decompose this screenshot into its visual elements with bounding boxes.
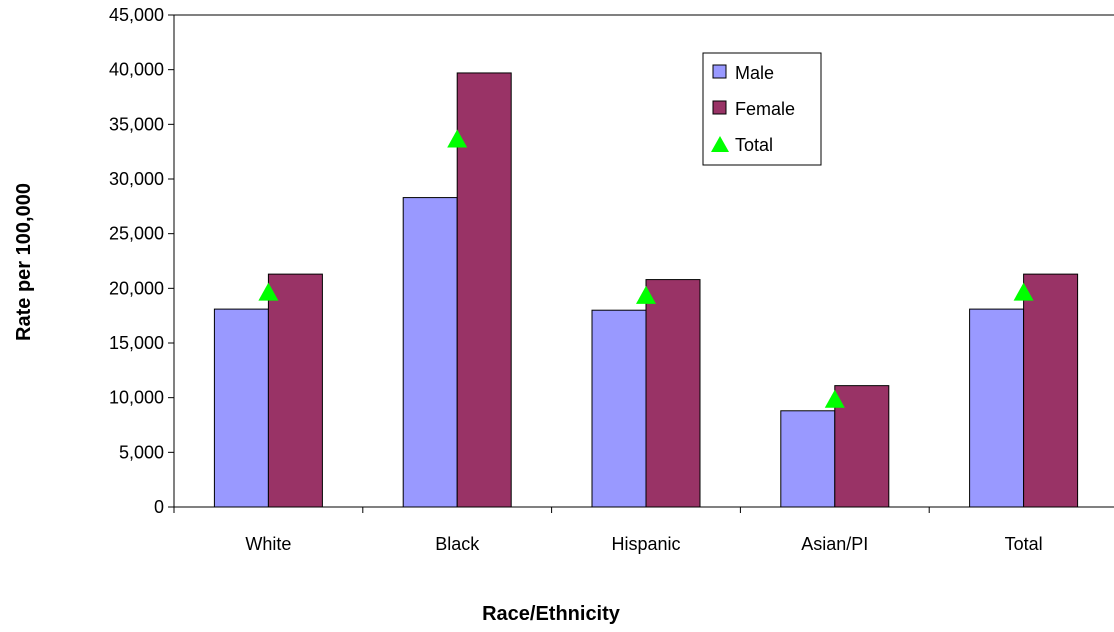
y-tick-label: 35,000 [109, 114, 164, 134]
bar-female [645, 279, 701, 508]
legend-label-female: Female [735, 99, 795, 119]
x-axis-title: Race/Ethnicity [482, 603, 621, 625]
marker-total [824, 389, 845, 408]
bar-male [402, 197, 458, 508]
x-tick-label: Hispanic [611, 534, 680, 554]
y-axis: 0 5,000 10,000 15,000 20,000 25,000 30,000 35,0… [109, 5, 175, 517]
x-tick-label: Asian/PI [801, 534, 868, 554]
bar-male [780, 410, 836, 508]
legend-swatch-total [711, 136, 729, 152]
legend-label-total: Total [735, 135, 773, 155]
x-axis: White Black Hispanic Asian/PI Total [173, 506, 1114, 554]
legend-swatch-male [712, 64, 727, 79]
x-tick-label: Total [1005, 534, 1043, 554]
bar-female [834, 385, 890, 508]
y-tick-label: 0 [154, 497, 164, 517]
y-axis-title: Rate per 100,000 [13, 183, 35, 341]
y-tick-label: 5,000 [119, 442, 164, 462]
marker-total [636, 285, 656, 304]
x-tick-label: Black [435, 534, 480, 554]
bar-male [591, 309, 647, 508]
legend: Male Female Total [702, 52, 822, 166]
legend-swatch-female [712, 100, 727, 115]
legend-label-male: Male [735, 63, 774, 83]
bar-female [456, 72, 512, 508]
bar-female [1023, 273, 1079, 508]
marker-total [447, 129, 468, 148]
bar-male [213, 308, 269, 508]
bar-female [267, 273, 323, 508]
y-tick-label: 15,000 [109, 333, 164, 353]
x-tick-label: White [245, 534, 291, 554]
y-tick-label: 10,000 [109, 388, 164, 408]
bar-male [969, 308, 1025, 508]
y-tick-label: 40,000 [109, 60, 164, 80]
y-tick-label: 45,000 [109, 5, 164, 25]
y-tick-label: 25,000 [109, 224, 164, 244]
plot-area [173, 14, 1114, 508]
marker-total [1013, 282, 1034, 301]
y-tick-label: 20,000 [109, 278, 164, 298]
marker-total [258, 282, 279, 301]
y-tick-label: 30,000 [109, 169, 164, 189]
